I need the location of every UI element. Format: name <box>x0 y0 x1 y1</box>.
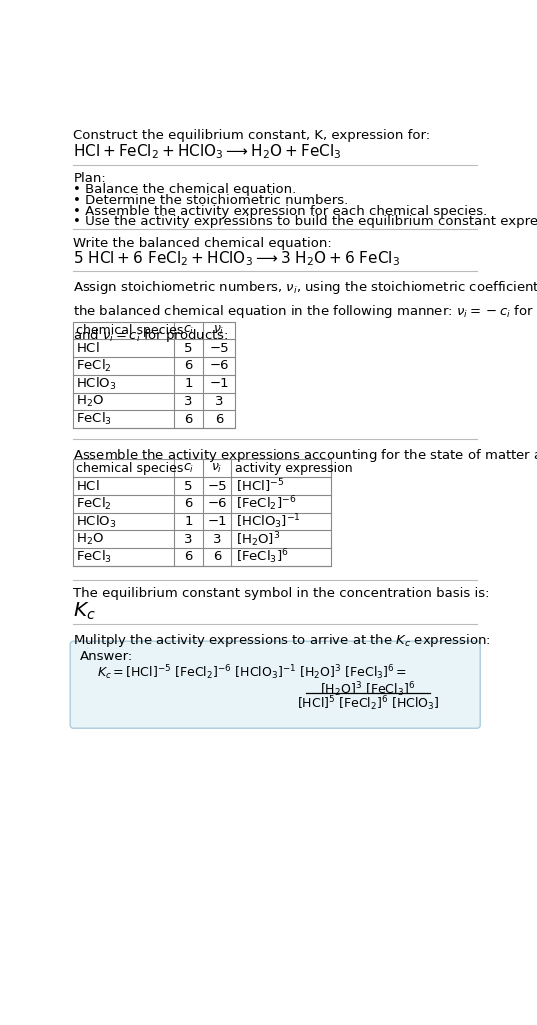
Text: 6: 6 <box>184 413 193 425</box>
FancyBboxPatch shape <box>70 642 480 728</box>
Text: −1: −1 <box>209 377 229 391</box>
Text: $\mathrm{HCl}$: $\mathrm{HCl}$ <box>76 341 100 356</box>
Text: $[\mathrm{HCl}]^{-5}$: $[\mathrm{HCl}]^{-5}$ <box>236 478 284 495</box>
Text: activity expression: activity expression <box>235 462 352 475</box>
Text: $[\mathrm{H_2O}]^3\ [\mathrm{FeCl_3}]^6$: $[\mathrm{H_2O}]^3\ [\mathrm{FeCl_3}]^6$ <box>320 681 416 699</box>
Text: $\nu_i$: $\nu_i$ <box>212 462 223 475</box>
Text: • Balance the chemical equation.: • Balance the chemical equation. <box>74 183 296 196</box>
Text: The equilibrium constant symbol in the concentration basis is:: The equilibrium constant symbol in the c… <box>74 587 490 601</box>
Bar <box>74 459 331 566</box>
Text: 6: 6 <box>215 413 223 425</box>
Text: $\mathrm{H_2O}$: $\mathrm{H_2O}$ <box>76 532 105 546</box>
Text: −6: −6 <box>207 497 227 510</box>
Text: $\mathrm{5\ HCl + 6\ FeCl_2 + HClO_3 \longrightarrow 3\ H_2O + 6\ FeCl_3}$: $\mathrm{5\ HCl + 6\ FeCl_2 + HClO_3 \lo… <box>74 249 401 268</box>
Text: $[\mathrm{HClO_3}]^{-1}$: $[\mathrm{HClO_3}]^{-1}$ <box>236 512 301 531</box>
Text: $\mathrm{HCl}$: $\mathrm{HCl}$ <box>76 479 100 493</box>
Text: $\mathrm{FeCl_2}$: $\mathrm{FeCl_2}$ <box>76 358 112 374</box>
Text: Write the balanced chemical equation:: Write the balanced chemical equation: <box>74 237 332 250</box>
Text: 3: 3 <box>213 533 221 545</box>
Text: 6: 6 <box>184 550 193 564</box>
Text: $[\mathrm{H_2O}]^{3}$: $[\mathrm{H_2O}]^{3}$ <box>236 530 280 548</box>
Text: −6: −6 <box>209 360 229 372</box>
Text: 1: 1 <box>184 377 193 391</box>
Text: Construct the equilibrium constant, K, expression for:: Construct the equilibrium constant, K, e… <box>74 129 431 142</box>
Text: Assign stoichiometric numbers, $\nu_i$, using the stoichiometric coefficients, $: Assign stoichiometric numbers, $\nu_i$, … <box>74 279 537 344</box>
Text: $c_i$: $c_i$ <box>183 462 194 475</box>
Text: $\mathrm{FeCl_3}$: $\mathrm{FeCl_3}$ <box>76 411 112 427</box>
Text: 3: 3 <box>184 533 193 545</box>
Text: • Use the activity expressions to build the equilibrium constant expression.: • Use the activity expressions to build … <box>74 215 537 229</box>
Text: 3: 3 <box>215 395 223 408</box>
Text: Answer:: Answer: <box>79 650 133 663</box>
Text: $\mathit{K_c}$: $\mathit{K_c}$ <box>74 602 96 622</box>
Text: • Assemble the activity expression for each chemical species.: • Assemble the activity expression for e… <box>74 205 488 217</box>
Text: 1: 1 <box>184 515 193 528</box>
Text: 5: 5 <box>184 341 193 355</box>
Text: Mulitply the activity expressions to arrive at the $K_c$ expression:: Mulitply the activity expressions to arr… <box>74 632 491 649</box>
Text: $c_i$: $c_i$ <box>183 324 194 337</box>
Text: −5: −5 <box>207 480 227 493</box>
Text: $\nu_i$: $\nu_i$ <box>213 324 224 337</box>
Text: chemical species: chemical species <box>76 324 184 337</box>
Text: $[\mathrm{FeCl_3}]^{6}$: $[\mathrm{FeCl_3}]^{6}$ <box>236 547 289 566</box>
Text: • Determine the stoichiometric numbers.: • Determine the stoichiometric numbers. <box>74 194 349 207</box>
Text: $[\mathrm{FeCl_2}]^{-6}$: $[\mathrm{FeCl_2}]^{-6}$ <box>236 494 296 514</box>
Text: $[\mathrm{HCl}]^5\ [\mathrm{FeCl_2}]^6\ [\mathrm{HClO_3}]$: $[\mathrm{HCl}]^5\ [\mathrm{FeCl_2}]^6\ … <box>296 694 439 713</box>
Text: $\mathrm{H_2O}$: $\mathrm{H_2O}$ <box>76 394 105 409</box>
Text: 5: 5 <box>184 480 193 493</box>
Text: 6: 6 <box>213 550 221 564</box>
Text: $K_c = [\mathrm{HCl}]^{-5}\ [\mathrm{FeCl_2}]^{-6}\ [\mathrm{HClO_3}]^{-1}\ [\ma: $K_c = [\mathrm{HCl}]^{-5}\ [\mathrm{FeC… <box>97 663 407 683</box>
Text: −5: −5 <box>209 341 229 355</box>
Text: 6: 6 <box>184 497 193 510</box>
Text: $\mathrm{HCl + FeCl_2 + HClO_3 \longrightarrow H_2O + FeCl_3}$: $\mathrm{HCl + FeCl_2 + HClO_3 \longrigh… <box>74 142 342 161</box>
Text: 3: 3 <box>184 395 193 408</box>
Text: $\mathrm{HClO_3}$: $\mathrm{HClO_3}$ <box>76 514 117 530</box>
Text: −1: −1 <box>207 515 227 528</box>
Text: Plan:: Plan: <box>74 171 106 184</box>
Text: $\mathrm{HClO_3}$: $\mathrm{HClO_3}$ <box>76 375 117 392</box>
Text: Assemble the activity expressions accounting for the state of matter and $\nu_i$: Assemble the activity expressions accoun… <box>74 447 537 464</box>
Text: $\mathrm{FeCl_2}$: $\mathrm{FeCl_2}$ <box>76 496 112 511</box>
Text: $\mathrm{FeCl_3}$: $\mathrm{FeCl_3}$ <box>76 548 112 565</box>
Bar <box>74 322 235 427</box>
Text: chemical species: chemical species <box>76 462 184 475</box>
Text: 6: 6 <box>184 360 193 372</box>
